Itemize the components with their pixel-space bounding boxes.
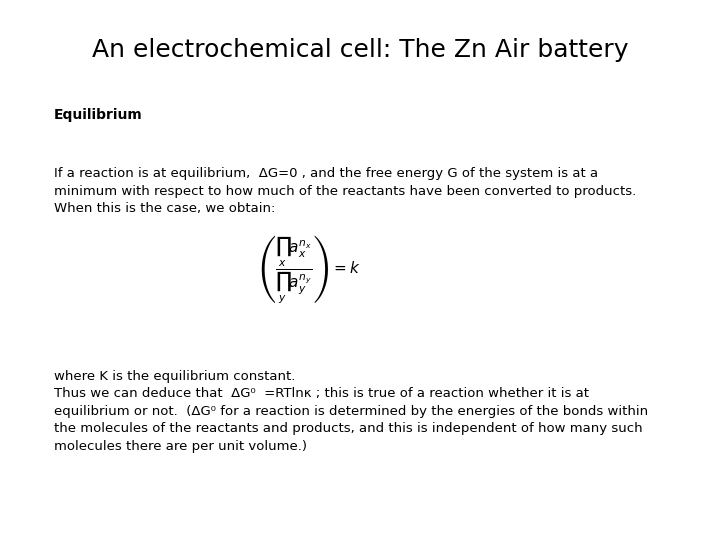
Text: where K is the equilibrium constant.
Thus we can deduce that  ΔG⁰  =RTlnκ ; this: where K is the equilibrium constant. Thu… xyxy=(54,370,648,453)
Text: $\left(\dfrac{\prod_x a_x^{n_x}}{\prod_y a_y^{n_y}}\right) = k$: $\left(\dfrac{\prod_x a_x^{n_x}}{\prod_y… xyxy=(258,234,361,306)
Text: An electrochemical cell: The Zn Air battery: An electrochemical cell: The Zn Air batt… xyxy=(91,38,629,62)
Text: If a reaction is at equilibrium,  ΔG=0 , and the free energy G of the system is : If a reaction is at equilibrium, ΔG=0 , … xyxy=(54,167,636,215)
Text: Equilibrium: Equilibrium xyxy=(54,108,143,122)
